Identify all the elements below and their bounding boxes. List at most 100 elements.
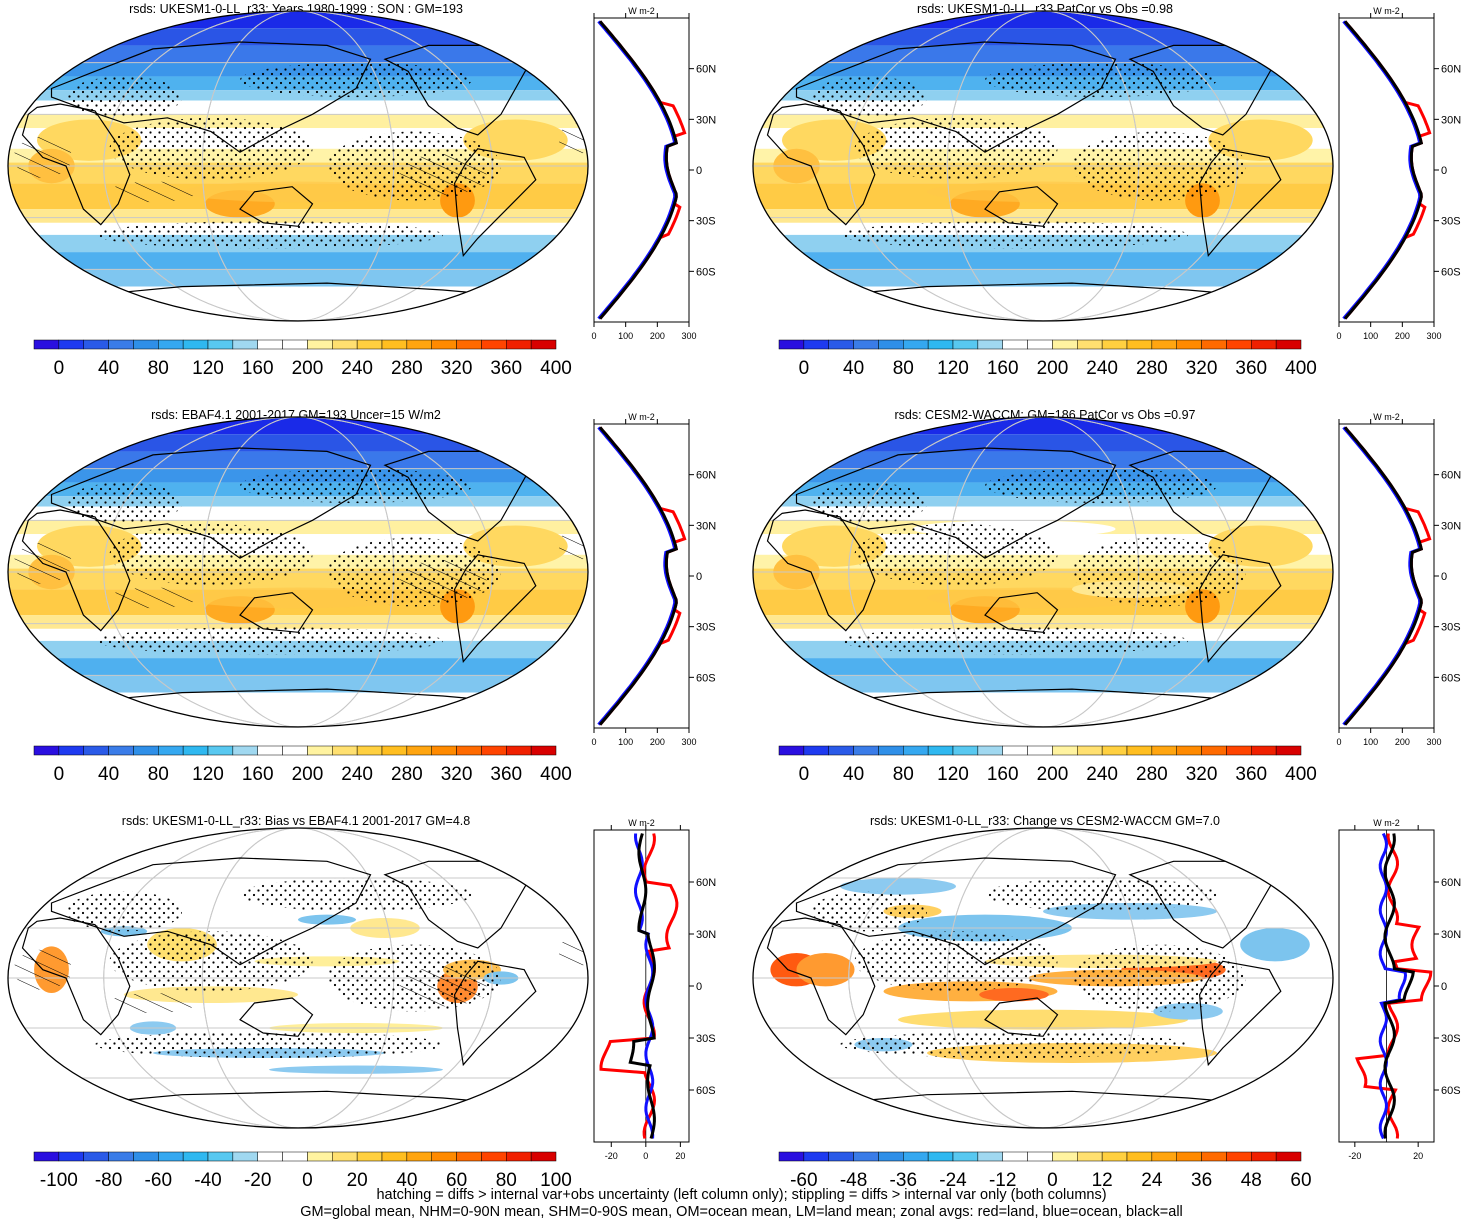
colorbar-swatch — [530, 1151, 557, 1162]
colorbar-swatch — [1101, 1151, 1128, 1162]
profile-lat-label: 0 — [696, 571, 702, 583]
colorbar-swatch — [1226, 1151, 1252, 1162]
colorbar-swatch — [257, 339, 283, 350]
colorbar-tick-label: 36 — [1191, 1170, 1212, 1191]
colorbar-swatch — [282, 1151, 308, 1162]
colorbar-swatch — [1176, 339, 1202, 350]
colorbar-swatch — [828, 339, 854, 350]
colorbar-tick-label: -80 — [95, 1170, 122, 1191]
colorbar-swatch — [1027, 1151, 1053, 1162]
colorbar-swatch — [803, 1151, 829, 1162]
profile-lat-label: 30S — [1441, 216, 1461, 228]
colorbar-tick-label: 120 — [937, 764, 969, 785]
colorbar-swatch — [307, 745, 333, 756]
colorbar-swatch — [83, 745, 109, 756]
profile-x-tick-label: 0 — [1336, 737, 1341, 747]
colorbar-tick-label: 360 — [490, 764, 522, 785]
colorbar-swatch — [381, 339, 408, 350]
colorbar-swatch — [1275, 339, 1302, 350]
profile-lat-label: 60S — [1441, 266, 1461, 278]
colorbar-swatch — [1201, 745, 1227, 756]
profile-x-tick-label: 300 — [681, 737, 696, 747]
colorbar-swatch — [1126, 1151, 1153, 1162]
colorbar-tick-label: 24 — [1141, 1170, 1163, 1191]
profile-lat-label: 60N — [1441, 877, 1461, 889]
profile-lat-label: 60S — [1441, 672, 1461, 684]
colorbar-swatch — [481, 339, 507, 350]
profile-units-label: W m-2 — [628, 6, 655, 16]
colorbar-swatch — [1027, 339, 1053, 350]
colorbar-swatch — [1077, 339, 1103, 350]
colorbar-tick-label: -20 — [244, 1170, 271, 1191]
colorbar-swatch — [1077, 1151, 1103, 1162]
profile-lat-label: 0 — [696, 981, 702, 993]
colorbar-tick-label: 400 — [1285, 764, 1317, 785]
colorbar-tick-label: 40 — [843, 764, 864, 785]
colorbar-swatch — [1002, 745, 1028, 756]
colorbar-tick-label: 100 — [540, 1170, 572, 1191]
colorbar-tick-label: 320 — [441, 358, 473, 379]
colorbar-swatch — [307, 1151, 333, 1162]
colorbar-tick-label: 120 — [937, 358, 969, 379]
colorbar-tick-label: 48 — [1241, 1170, 1262, 1191]
colorbar-swatch — [1151, 339, 1177, 350]
panel-5: rsds: UKESM1-0-LL_r33: Bias vs EBAF4.1 2… — [0, 812, 740, 1192]
profile-lat-label: 0 — [1441, 981, 1447, 993]
colorbar-swatch — [158, 1151, 184, 1162]
profile-curve — [598, 426, 679, 726]
colorbar-swatch — [952, 339, 979, 350]
colorbar-swatch — [1226, 339, 1252, 350]
colorbar-swatch — [977, 339, 1003, 350]
colorbar-swatch — [530, 745, 557, 756]
colorbar-swatch — [406, 339, 432, 350]
colorbar-swatch — [83, 339, 109, 350]
profile-x-tick-label: 100 — [1363, 737, 1378, 747]
colorbar-swatch — [530, 339, 557, 350]
profile-x-tick-label: 100 — [618, 331, 633, 341]
profile-x-tick-label: 0 — [1336, 331, 1341, 341]
colorbar-swatch — [381, 745, 408, 756]
colorbar-swatch — [307, 339, 333, 350]
colorbar-swatch — [977, 1151, 1003, 1162]
profile-lat-label: 60N — [1441, 470, 1461, 482]
colorbar-swatch — [853, 1151, 879, 1162]
colorbar-tick-label: 0 — [54, 358, 65, 379]
colorbar-swatch — [927, 1151, 954, 1162]
colorbar-swatch — [332, 339, 358, 350]
panel-title: rsds: EBAF4.1 2001-2017 GM=193 Uncer=15 … — [151, 408, 441, 422]
colorbar-swatch — [878, 339, 904, 350]
profile-curve — [1343, 20, 1424, 320]
colorbar-tick-label: 200 — [1037, 764, 1069, 785]
colorbar-swatch — [456, 745, 482, 756]
colorbar-tick-label: 400 — [1285, 358, 1317, 379]
colorbar-swatch — [1226, 745, 1252, 756]
world-map: 0 40 80 120 160 200 240 280 320 360 400 W m-2 60N 30N… — [7, 412, 716, 785]
colorbar-swatch — [182, 1151, 209, 1162]
colorbar-swatch — [1176, 745, 1202, 756]
world-map: 0 40 80 120 160 200 240 280 320 360 400 W m-2 60N 30N… — [752, 6, 1461, 379]
colorbar-swatch — [481, 745, 507, 756]
panel-3: rsds: EBAF4.1 2001-2017 GM=193 Uncer=15 … — [0, 406, 740, 806]
colorbar-swatch — [778, 339, 805, 350]
profile-units-label: W m-2 — [1373, 412, 1400, 422]
profile-x-tick-label: 0 — [591, 737, 596, 747]
colorbar-tick-label: 200 — [292, 764, 324, 785]
colorbar-swatch — [803, 339, 829, 350]
colorbar-swatch — [108, 339, 134, 350]
profile-lat-label: 0 — [696, 165, 702, 177]
colorbar-tick-label: 240 — [1086, 764, 1118, 785]
colorbar-swatch — [207, 745, 234, 756]
colorbar-tick-label: -24 — [939, 1170, 967, 1191]
colorbar-swatch — [332, 1151, 358, 1162]
profile-curve — [1378, 832, 1408, 1140]
colorbar-tick-label: 360 — [1235, 764, 1267, 785]
colorbar-tick-label: -40 — [194, 1170, 221, 1191]
colorbar-tick-label: 80 — [148, 764, 169, 785]
colorbar-swatch — [878, 745, 904, 756]
colorbar-swatch — [133, 745, 159, 756]
footer-line-1: hatching = diffs > internal var+obs unce… — [376, 1187, 1107, 1203]
colorbar-swatch — [1251, 745, 1277, 756]
colorbar-swatch — [1176, 1151, 1202, 1162]
colorbar-tick-label: -12 — [989, 1170, 1016, 1191]
colorbar-swatch — [1251, 339, 1277, 350]
